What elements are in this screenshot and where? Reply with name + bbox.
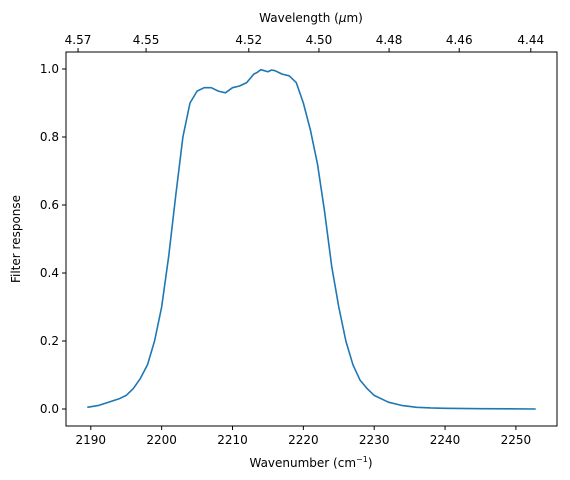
y-tick-label-2: 0.4 — [40, 266, 59, 280]
y-tick-label-3: 0.6 — [40, 198, 59, 212]
x-tick-label-2250: 2250 — [501, 433, 532, 447]
top-tick-label-0: 4.57 — [65, 33, 92, 47]
x-tick-label-2210: 2210 — [217, 433, 248, 447]
x-tick-label-2200: 2200 — [146, 433, 177, 447]
axes-frame — [65, 51, 558, 427]
y-tick-label-1: 0.2 — [40, 334, 59, 348]
top-tick-label-5: 4.46 — [446, 33, 473, 47]
top-tick-label-6: 4.44 — [517, 33, 544, 47]
top-tick-label-3: 4.50 — [306, 33, 333, 47]
x-tick-label-2240: 2240 — [430, 433, 461, 447]
top-tick-label-4: 4.48 — [376, 33, 403, 47]
top-tick-label-1: 4.55 — [133, 33, 160, 47]
x-axis-label: Wavenumber (cm−1) — [249, 455, 372, 470]
y-tick-label-5: 1.0 — [40, 62, 59, 76]
y-axis-label: Filter response — [9, 195, 23, 283]
y-tick-label-0: 0.0 — [40, 402, 59, 416]
x-tick-label-2190: 2190 — [76, 433, 107, 447]
x-tick-label-2230: 2230 — [359, 433, 390, 447]
x-tick-label-2220: 2220 — [288, 433, 319, 447]
top-tick-label-2: 4.52 — [235, 33, 262, 47]
series-line-0 — [87, 68, 536, 410]
y-tick-label-4: 0.8 — [40, 130, 59, 144]
tick-layer: 2190 2200 2210 2220 2230 2240 2250 0.0 0.2 0.4 0.6… — [40, 33, 544, 447]
plot-area — [87, 68, 536, 410]
top-x-axis-label: Wavelength (μm) — [259, 11, 363, 25]
